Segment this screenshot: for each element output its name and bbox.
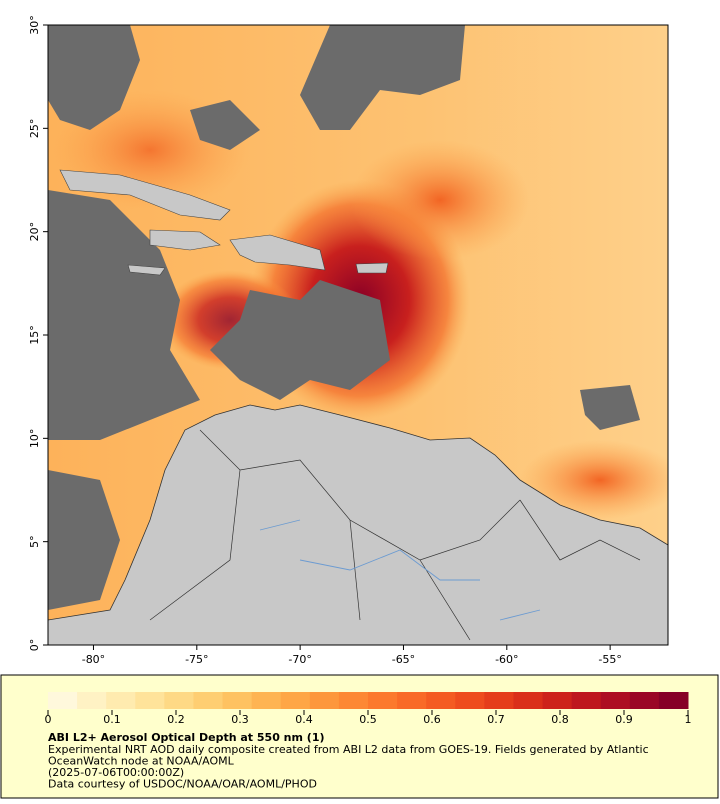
colorbar-segment	[280, 692, 311, 709]
caption-title: ABI L2+ Aerosol Optical Depth at 550 nm …	[48, 731, 325, 744]
colorbar-tick-label: 1	[685, 713, 692, 726]
map-image	[48, 25, 668, 645]
colorbar-tick-label: 0.9	[615, 713, 633, 726]
colorbar-segment	[222, 692, 253, 709]
colorbar-tick-label: 0.4	[295, 713, 313, 726]
lon-tick-label: -70°	[288, 653, 311, 666]
colorbar-tick-label: 0.6	[423, 713, 441, 726]
colorbar-segment	[542, 692, 573, 709]
colorbar-segment	[571, 692, 602, 709]
colorbar-tick-label: 0.2	[167, 713, 185, 726]
colorbar-segment	[251, 692, 282, 709]
lat-tick-label: 30°	[28, 15, 41, 35]
colorbar-tick-label: 0.7	[487, 713, 505, 726]
colorbar-segment	[193, 692, 224, 709]
colorbar-segment	[48, 692, 78, 709]
lat-tick-label: 0°	[28, 639, 41, 652]
lon-tick-label: -75°	[185, 653, 208, 666]
lat-tick-label: 5°	[28, 535, 41, 548]
lat-tick-label: 15°	[28, 325, 41, 345]
colorbar-tick-label: 0.1	[103, 713, 121, 726]
colorbar-tick-label: 0.8	[551, 713, 569, 726]
colorbar-segment	[513, 692, 544, 709]
colorbar-segment	[484, 692, 514, 709]
lon-tick-label: -60°	[495, 653, 518, 666]
colorbar-segment	[309, 692, 340, 709]
lon-tick-label: -65°	[392, 653, 415, 666]
colorbar-segment	[629, 692, 660, 709]
lat-tick-label: 10°	[28, 429, 41, 449]
colorbar-segment	[368, 692, 398, 709]
lat-tick-label: 20°	[28, 222, 41, 242]
lon-tick-label: -80°	[82, 653, 105, 666]
colorbar-segment	[658, 692, 689, 709]
colorbar-tick-label: 0.3	[231, 713, 249, 726]
colorbar-segment	[106, 692, 136, 709]
caption-line: OceanWatch node at NOAA/AOML	[48, 755, 235, 768]
colorbar-tick-label: 0	[45, 713, 52, 726]
colorbar-segment	[600, 692, 631, 709]
lat-tick-label: 25°	[28, 119, 41, 139]
caption-line: Data courtesy of USDOC/NOAA/OAR/AOML/PHO…	[48, 778, 317, 791]
colorbar-segment	[77, 692, 107, 709]
colorbar-segment	[338, 692, 369, 709]
caption-line: (2025-07-06T00:00:00Z)	[48, 766, 184, 779]
colorbar-segment	[135, 692, 165, 709]
colorbar-segment	[397, 692, 427, 709]
colorbar-segment	[455, 692, 485, 709]
caption-line: Experimental NRT AOD daily composite cre…	[48, 743, 649, 756]
lon-tick-label: -55°	[598, 653, 621, 666]
colorbar-tick-label: 0.5	[359, 713, 377, 726]
colorbar-segment	[164, 692, 194, 709]
colorbar-segment	[426, 692, 456, 709]
